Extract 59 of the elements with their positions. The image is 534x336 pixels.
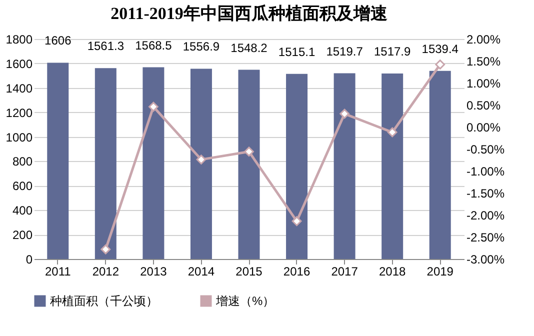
y2-tick-label: 2.00% <box>466 32 501 46</box>
x-tick-label: 2015 <box>236 264 263 278</box>
point <box>340 108 350 119</box>
data-label: 1556.9 <box>182 40 220 54</box>
point <box>100 244 111 254</box>
bar <box>190 68 212 259</box>
y-tick-label: 400 <box>12 204 33 218</box>
y-tick-label: 600 <box>12 179 33 194</box>
y2-tick-label: -1.00% <box>466 164 505 178</box>
data-label: 1539.4 <box>422 42 459 56</box>
y2-tick-label: -0.50% <box>466 142 505 156</box>
point <box>435 60 446 70</box>
y-tick-label: 1800 <box>6 32 33 46</box>
bar <box>429 70 451 259</box>
x-tick-label: 2017 <box>331 264 358 278</box>
point <box>148 102 158 112</box>
data-label: 1517.9 <box>374 44 412 58</box>
y-tick-label: 800 <box>12 154 33 169</box>
bar <box>334 73 356 259</box>
y2-tick-label: -2.50% <box>466 230 505 244</box>
point <box>292 216 302 226</box>
bar <box>382 73 404 259</box>
data-label: 1561.3 <box>87 39 124 54</box>
chart-title: 2011-2019年中国西瓜种植面积及增速 <box>110 4 388 23</box>
y2-tick-label: 0.00% <box>466 120 501 134</box>
y2-tick-label: 1.50% <box>466 54 501 68</box>
y-tick-label: 1400 <box>6 81 33 96</box>
bar <box>47 62 69 259</box>
x-tick-label: 2014 <box>188 264 215 278</box>
bar <box>94 68 116 259</box>
x-tick-label: 2019 <box>426 264 454 278</box>
x-tick-label: 2016 <box>283 264 310 278</box>
data-label: 1548.2 <box>230 40 268 55</box>
point <box>196 154 206 164</box>
x-tick-label: 2011 <box>44 264 72 278</box>
data-label: 1519.7 <box>326 44 364 58</box>
legend-label: 种植面积（千公顷） <box>50 294 158 308</box>
y2-tick-label: -1.50% <box>466 186 505 200</box>
y2-tick-label: -2.00% <box>466 208 505 222</box>
x-tick-label: 2013 <box>140 264 168 278</box>
y-tick-label: 200 <box>12 228 33 242</box>
y-tick-label: 0 <box>26 252 33 266</box>
y-tick-label: 1600 <box>6 56 33 71</box>
bar <box>238 70 260 259</box>
point <box>387 127 398 138</box>
y2-tick-label: 0.50% <box>466 98 501 112</box>
data-label: 1568.5 <box>135 38 172 52</box>
bar <box>286 74 308 259</box>
data-label: 1606 <box>44 34 72 48</box>
y2-tick-label: 1.00% <box>466 76 501 90</box>
y2-tick-label: -3.00% <box>466 252 505 266</box>
legend-label: 增速（%） <box>215 294 275 308</box>
data-label: 1515.1 <box>278 44 316 59</box>
x-tick-label: 2018 <box>378 264 406 278</box>
point <box>244 146 254 157</box>
bar <box>142 67 164 259</box>
y-tick-label: 1200 <box>6 106 33 120</box>
y-tick-label: 1000 <box>6 130 33 144</box>
x-tick-label: 2012 <box>92 264 120 278</box>
